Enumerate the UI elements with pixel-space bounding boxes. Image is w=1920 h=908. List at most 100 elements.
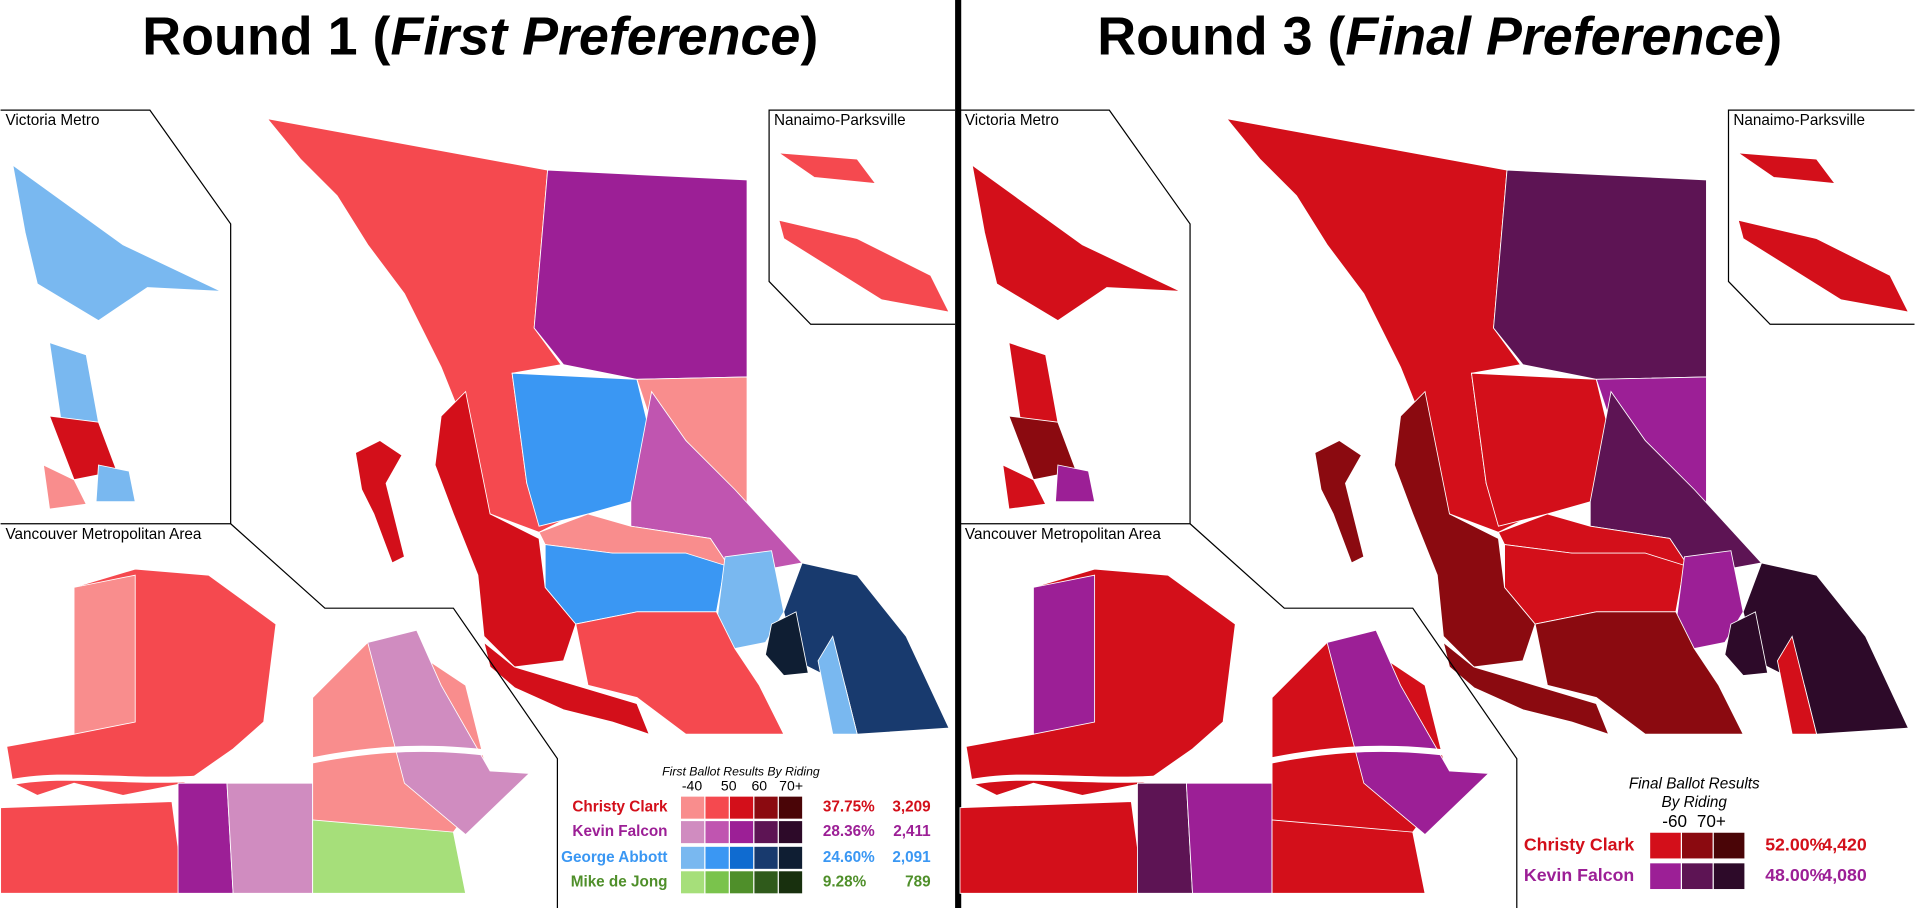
legend-swatch — [1681, 863, 1713, 890]
inset-label: Victoria Metro — [965, 112, 1059, 129]
riding — [367, 629, 531, 836]
vote-count: 4,080 — [1822, 865, 1867, 885]
riding — [42, 464, 87, 510]
riding — [483, 641, 650, 735]
riding — [1185, 782, 1273, 894]
riding — [73, 574, 136, 735]
riding — [355, 440, 405, 564]
inset-border — [768, 109, 956, 325]
riding — [971, 164, 1181, 322]
riding — [1534, 611, 1744, 735]
inset-border — [960, 109, 1191, 525]
riding — [1314, 440, 1365, 564]
title-italic: Final Preference — [1345, 7, 1764, 67]
inset-border — [230, 523, 559, 908]
riding — [1137, 782, 1193, 894]
legend-swatch — [705, 846, 729, 869]
fraser-river — [965, 745, 1487, 787]
riding — [1737, 219, 1910, 313]
vote-percent: 28.36% — [823, 823, 875, 840]
riding — [1724, 611, 1769, 676]
legend-bin: -60 — [1662, 811, 1687, 831]
riding — [1271, 819, 1426, 894]
riding — [266, 118, 577, 533]
legend-swatch — [778, 871, 803, 894]
panel: Victoria Metro Nanaimo-Parksville Vancouve… — [0, 109, 956, 908]
vote-count: 4,420 — [1822, 834, 1867, 854]
legend-swatch — [1713, 863, 1745, 890]
legend-swatch — [778, 796, 803, 819]
fraser-river — [6, 745, 528, 787]
riding — [0, 801, 185, 894]
legend-bin: -40 — [682, 778, 703, 794]
legend-bin: 70+ — [1697, 811, 1726, 831]
riding — [1002, 464, 1047, 510]
legend-swatch — [680, 796, 705, 819]
legend-swatch — [1650, 832, 1681, 859]
panel-title: Round 3 (Final Preference) — [1097, 7, 1782, 67]
legend-swatch — [754, 871, 778, 894]
candidate-name: Kevin Falcon — [572, 823, 667, 840]
vote-percent: 52.00% — [1765, 834, 1825, 854]
legend-swatch — [705, 796, 729, 819]
candidate-name: George Abbott — [561, 849, 667, 866]
legend-bin: 70+ — [779, 778, 803, 794]
riding — [575, 611, 785, 735]
legend-swatch — [754, 796, 778, 819]
riding — [226, 782, 314, 894]
riding — [1225, 118, 1537, 533]
legend-swatch — [729, 846, 754, 869]
title-text: ) — [800, 7, 818, 67]
panel: Victoria Metro Nanaimo-Parksville Vancouve… — [959, 109, 1915, 908]
panel-title: Round 1 (First Preference) — [142, 7, 818, 67]
riding — [1736, 152, 1836, 185]
riding — [177, 782, 234, 894]
legend-swatch — [729, 821, 754, 844]
inset-label: Nanaimo-Parksville — [774, 112, 906, 129]
legend-title: Final Ballot Results — [1629, 775, 1760, 792]
riding — [959, 801, 1145, 894]
title-italic: First Preference — [390, 7, 800, 67]
riding — [312, 819, 467, 894]
candidate-name: Kevin Falcon — [1524, 865, 1634, 885]
divider — [955, 0, 962, 908]
vote-count: 789 — [905, 873, 931, 890]
legend-swatch — [705, 871, 729, 894]
vote-percent: 9.28% — [823, 873, 867, 890]
riding — [95, 464, 136, 503]
legend-swatch — [1681, 832, 1713, 859]
riding — [764, 611, 809, 676]
riding — [1776, 635, 1818, 735]
legend-swatch — [729, 796, 754, 819]
legend-bin: 50 — [721, 778, 737, 794]
legend-swatch — [754, 846, 778, 869]
riding — [1493, 169, 1707, 380]
legend-swatch — [754, 821, 778, 844]
legend-swatch — [778, 846, 803, 869]
inset-label: Nanaimo-Parksville — [1733, 112, 1865, 129]
candidate-name: Christy Clark — [572, 799, 668, 816]
riding — [778, 219, 950, 313]
vote-count: 2,411 — [893, 823, 931, 840]
candidate-name: Mike de Jong — [571, 873, 668, 890]
inset-border — [1189, 523, 1518, 908]
riding — [1032, 574, 1096, 735]
candidate-name: Christy Clark — [1524, 834, 1635, 854]
legend-swatch — [1650, 863, 1681, 890]
riding — [12, 164, 222, 322]
legend-swatch — [680, 846, 705, 869]
riding — [1442, 641, 1610, 735]
vote-count: 2,091 — [892, 849, 931, 866]
riding — [777, 152, 877, 185]
inset-label: Vancouver Metropolitan Area — [5, 526, 201, 543]
inset-label: Vancouver Metropolitan Area — [965, 526, 1161, 543]
legend-swatch — [729, 871, 754, 894]
riding — [511, 372, 653, 527]
riding — [1393, 390, 1536, 668]
riding — [1471, 372, 1612, 527]
title-text: ) — [1764, 7, 1782, 67]
vote-count: 3,209 — [892, 799, 930, 816]
vote-percent: 24.60% — [823, 849, 875, 866]
